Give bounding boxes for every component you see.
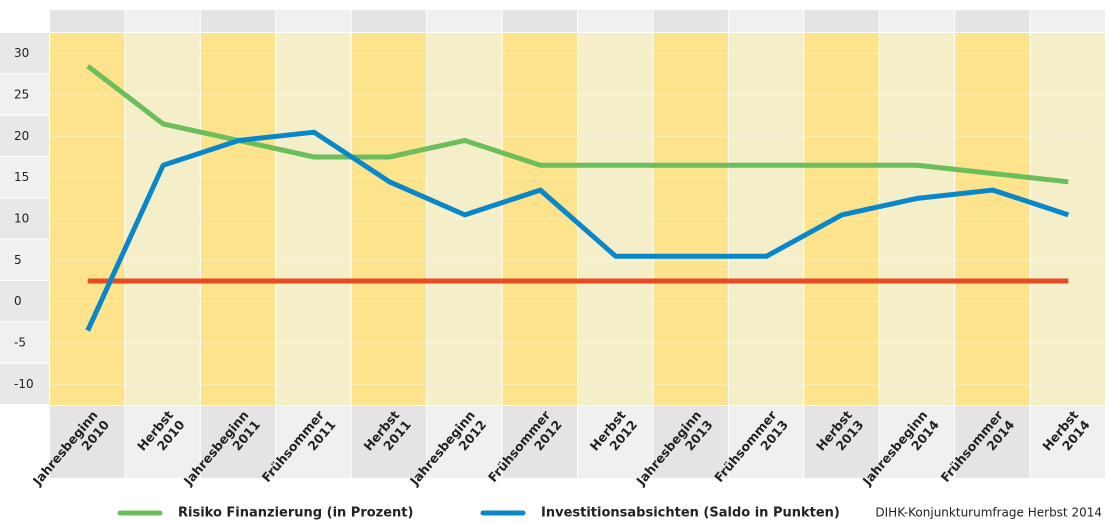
y-tick-label: 15 [14, 170, 29, 184]
y-row [0, 157, 49, 198]
legend-label: Risiko Finanzierung (in Prozent) [178, 506, 413, 521]
header-cell [125, 10, 200, 32]
label-cell [200, 406, 276, 478]
series-line [85, 129, 1070, 332]
y-row [0, 115, 49, 156]
y-row [0, 322, 49, 363]
header-cell [276, 10, 351, 32]
header-cell [578, 10, 653, 32]
y-tick-label: -5 [14, 336, 26, 350]
column-bg [200, 33, 276, 405]
label-cell [502, 406, 577, 478]
label-cell [427, 406, 502, 478]
y-row [0, 281, 49, 322]
column-bg [804, 33, 879, 405]
column-bg [653, 33, 728, 405]
column-bg [955, 33, 1030, 405]
header-cell [653, 10, 728, 32]
y-row [0, 198, 49, 239]
header-cell [804, 10, 879, 32]
y-tick-label: 30 [14, 46, 29, 60]
column-bg [578, 33, 653, 405]
header-cell [50, 10, 125, 32]
column-bg [50, 33, 125, 405]
label-cell [879, 406, 955, 478]
y-tick-label: -10 [14, 377, 34, 391]
y-tick-label: 5 [14, 253, 22, 267]
y-row [0, 239, 49, 280]
column-bg [276, 33, 351, 405]
y-tick-label: 20 [14, 129, 29, 143]
column-bg [1030, 33, 1105, 405]
column-bg [427, 33, 502, 405]
label-cell [955, 406, 1030, 478]
label-cell [578, 406, 653, 478]
y-tick-label: 0 [14, 294, 22, 308]
source: DIHK-Konjunkturumfrage Herbst 2014 [875, 506, 1102, 520]
y-tick-label: 10 [14, 212, 29, 226]
column-bg [502, 33, 577, 405]
header-cell [728, 10, 804, 32]
label-cell [728, 406, 804, 478]
column-bg [351, 33, 427, 405]
label-cell [276, 406, 351, 478]
column-bg [728, 33, 804, 405]
label-cell [351, 406, 427, 478]
header-cell [879, 10, 955, 32]
header-cell [1030, 10, 1105, 32]
series-line [86, 64, 1069, 185]
header-cell [351, 10, 427, 32]
label-cell [1030, 406, 1105, 478]
header-cell [427, 10, 502, 32]
header-cell [955, 10, 1030, 32]
label-cell [804, 406, 879, 478]
header-cell [200, 10, 276, 32]
y-row [0, 33, 49, 74]
legend-label: Investitionsabsichten (Saldo in Punkten) [541, 506, 840, 521]
header-cell [502, 10, 577, 32]
column-bg [879, 33, 955, 405]
label-cell [653, 406, 728, 478]
label-cell [125, 406, 200, 478]
y-tick-label: 25 [14, 88, 29, 102]
label-cell [50, 406, 125, 478]
y-row [0, 363, 49, 404]
y-row [0, 74, 49, 115]
